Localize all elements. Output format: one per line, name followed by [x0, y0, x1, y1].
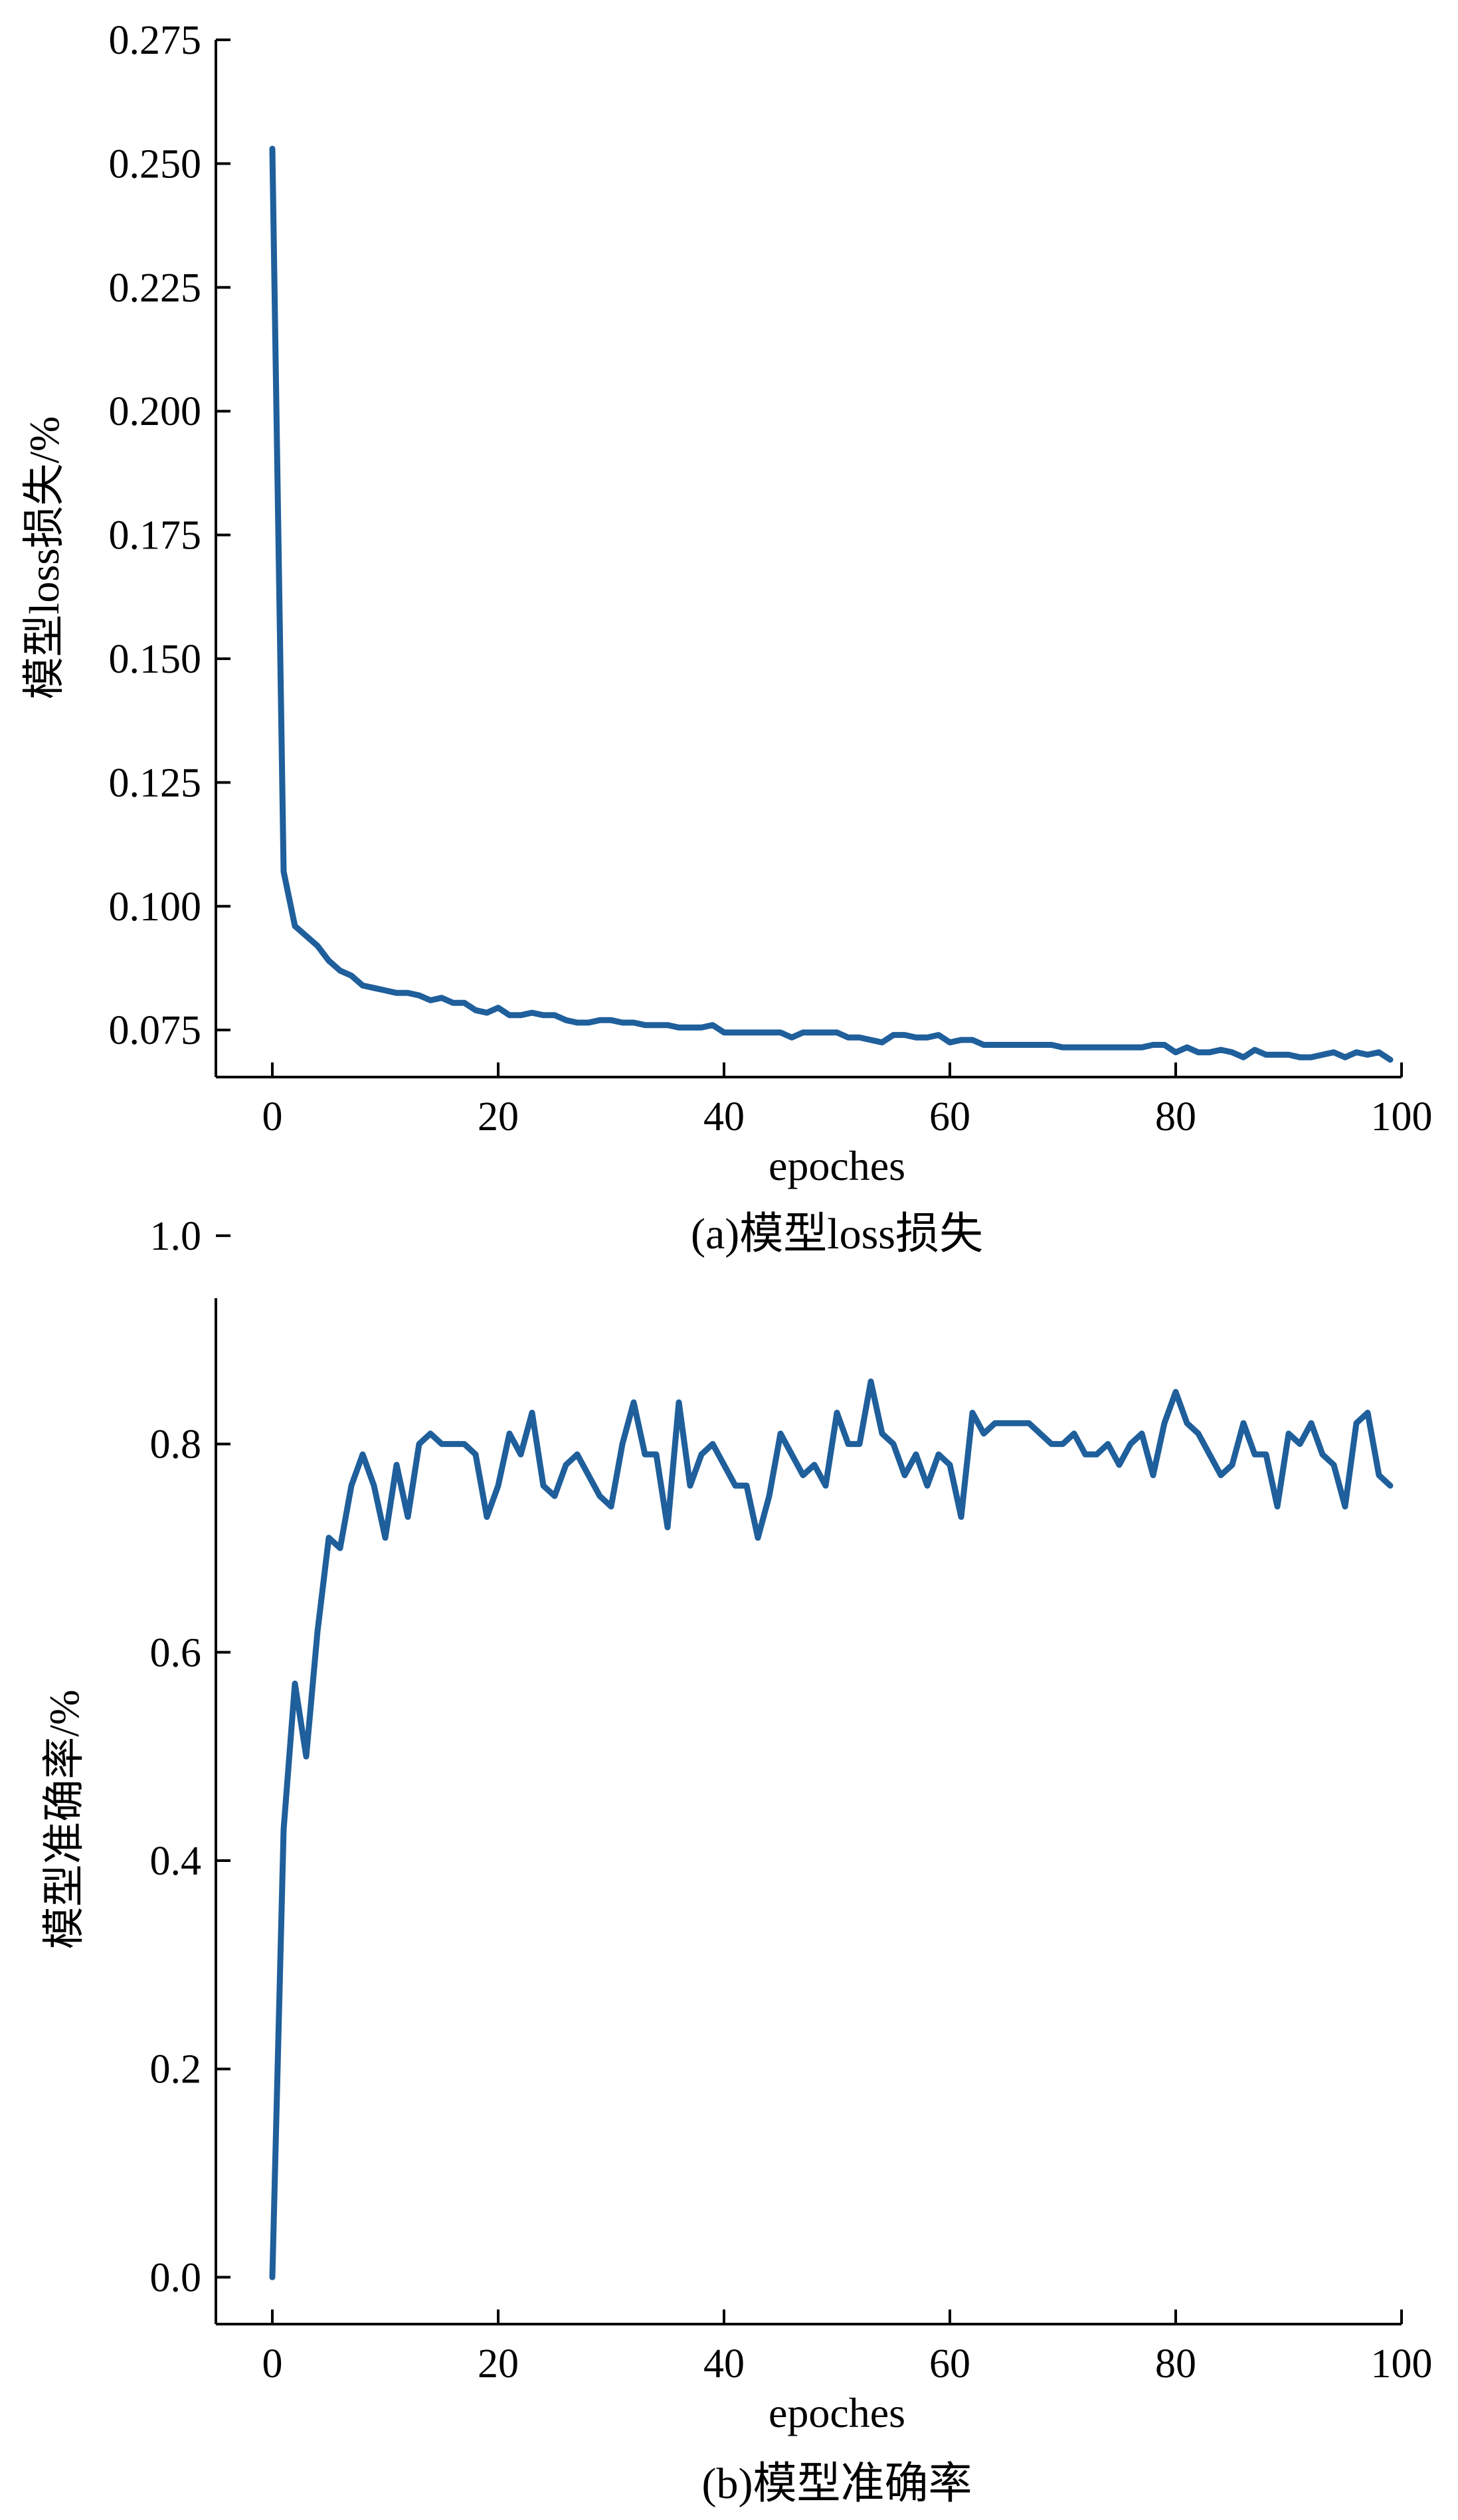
loss-y-tick-label: 0.125: [109, 760, 202, 805]
accuracy-caption: (b)模型准确率: [702, 2460, 972, 2508]
loss-y-axis-label: 模型loss损失/%: [21, 416, 68, 700]
accuracy-y-axis-label: 模型准确率/%: [41, 1689, 88, 1949]
accuracy-series: [269, 1379, 1394, 2280]
loss-series-line: [269, 145, 1394, 1063]
loss-x-tick-label: 60: [929, 1094, 970, 1139]
loss-axes: [215, 40, 1402, 1078]
loss-y-tick-label: 0.150: [109, 637, 202, 682]
loss-y-tick-label: 0.175: [109, 513, 202, 558]
loss-caption: (a)模型loss损失: [691, 1210, 983, 1258]
loss-y-tick-label: 0.275: [109, 18, 202, 63]
accuracy-x-tick-label: 80: [1155, 2341, 1196, 2387]
accuracy-x-tick-label: 40: [703, 2341, 745, 2387]
loss-x-tick-label: 100: [1371, 1094, 1433, 1139]
accuracy-chart: 0.0 0.2 0.4 0.6 0.8 1.0 0 20 40 60 80 100 epoches 模…: [41, 1214, 1433, 2508]
accuracy-y-tick-label: 1.0: [150, 1214, 202, 1259]
loss-x-tick-label: 80: [1155, 1094, 1196, 1139]
accuracy-ticks: 0.0 0.2 0.4 0.6 0.8 1.0 0 20 40 60 80 100: [150, 1214, 1433, 2387]
accuracy-y-tick-label: 0.2: [150, 2047, 202, 2092]
loss-x-tick-label: 0: [262, 1094, 283, 1139]
accuracy-y-tick-label: 0.0: [150, 2255, 202, 2300]
loss-ticks: 0.075 0.100 0.125 0.150 0.175 0.200 0.225 0.250…: [109, 18, 1433, 1139]
loss-chart: 0.075 0.100 0.125 0.150 0.175 0.200 0.225 0.250…: [21, 18, 1433, 1258]
loss-y-tick-label: 0.200: [109, 389, 202, 434]
loss-x-tick-label: 20: [478, 1094, 519, 1139]
loss-x-tick-label: 40: [703, 1094, 745, 1139]
accuracy-x-tick-label: 20: [478, 2341, 519, 2387]
accuracy-x-axis-label: epoches: [769, 2389, 905, 2436]
accuracy-x-tick-label: 60: [929, 2341, 970, 2387]
accuracy-series-line: [269, 1379, 1394, 2280]
loss-y-tick-label: 0.075: [109, 1008, 202, 1053]
accuracy-axes: [215, 1298, 1402, 2325]
accuracy-x-tick-label: 0: [262, 2341, 283, 2387]
accuracy-y-tick-label: 0.4: [150, 1839, 202, 1884]
loss-y-tick-label: 0.250: [109, 141, 202, 187]
accuracy-y-tick-label: 0.8: [150, 1422, 202, 1468]
loss-series: [269, 145, 1394, 1063]
accuracy-y-tick-label: 0.6: [150, 1630, 202, 1675]
loss-y-tick-label: 0.100: [109, 884, 202, 930]
loss-y-tick-label: 0.225: [109, 266, 202, 311]
loss-x-axis-label: epoches: [769, 1142, 905, 1189]
accuracy-x-tick-label: 100: [1371, 2341, 1433, 2387]
